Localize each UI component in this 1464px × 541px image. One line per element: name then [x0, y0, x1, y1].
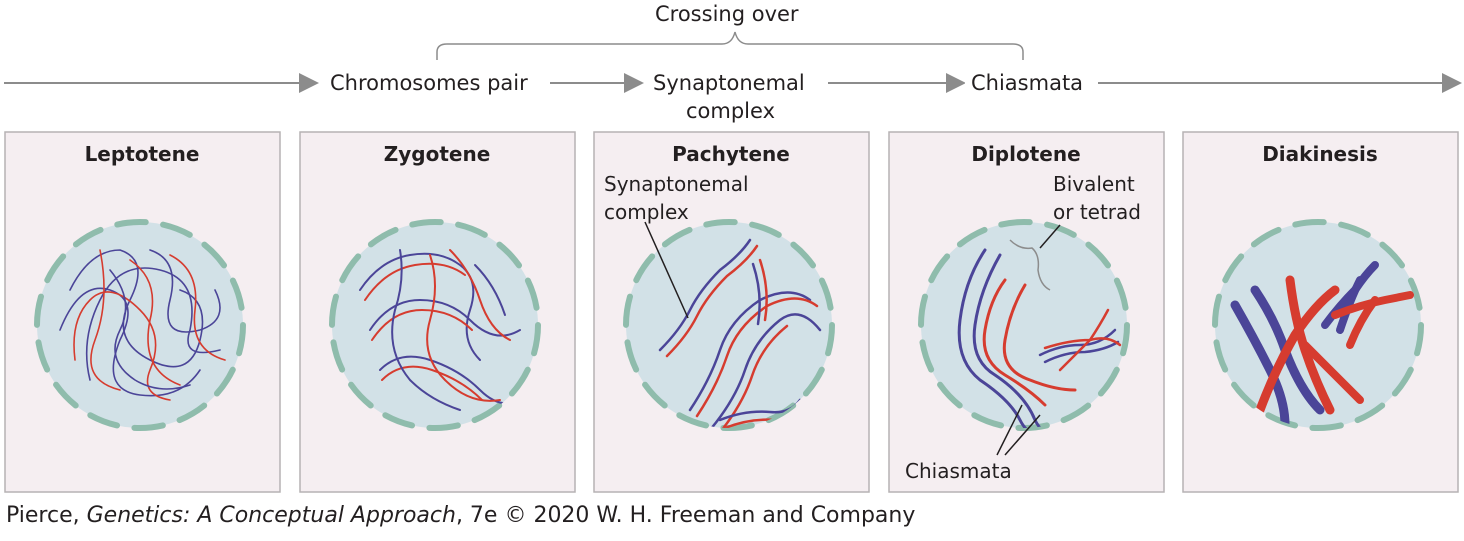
- label-synaptonemal-line1: Synaptonemal: [604, 172, 749, 196]
- bivalent-bracket: [1009, 239, 1051, 291]
- diakinesis-chromosomes: [1230, 261, 1414, 428]
- nuclear-envelope-leptotene: [34, 219, 246, 431]
- leptotene-chromosomes: [59, 249, 226, 401]
- step-synaptonemal-line1: Synaptonemal: [653, 71, 805, 95]
- credit-line: Pierce, Genetics: A Conceptual Approach,…: [6, 503, 915, 528]
- label-bivalent-line1: Bivalent: [1053, 172, 1135, 196]
- label-chiasmata: Chiasmata: [905, 459, 1012, 483]
- nucleus-pachytene: [626, 222, 832, 428]
- nucleus-zygotene: [332, 222, 538, 428]
- credit-book-title: Genetics: A Conceptual Approach: [86, 503, 456, 528]
- step-chromosomes-pair: Chromosomes pair: [324, 70, 534, 96]
- nuclear-envelope-zygotene: [329, 219, 541, 431]
- label-synaptonemal-line2: complex: [604, 200, 689, 224]
- bivalent-leader: [1039, 224, 1061, 249]
- title-diplotene: Diplotene: [971, 142, 1081, 166]
- chiasmata-leader-1: [996, 404, 1023, 456]
- credit-prefix: Pierce,: [6, 503, 87, 528]
- step-chiasmata: Chiasmata: [965, 70, 1090, 96]
- chiasmata-leader-2: [1004, 414, 1041, 456]
- nuclear-envelope-pachytene: [623, 219, 835, 431]
- synaptonemal-leader: [644, 221, 689, 319]
- credit-suffix: , 7e © 2020 W. H. Freeman and Company: [455, 503, 916, 528]
- label-bivalent-line2: or tetrad: [1053, 200, 1141, 224]
- pachytene-chromosomes: [658, 238, 822, 428]
- step-synaptonemal-line2: complex: [686, 99, 775, 123]
- title-diakinesis: Diakinesis: [1262, 142, 1378, 166]
- zygotene-chromosomes: [359, 249, 521, 411]
- leader-lines: [644, 221, 1061, 456]
- title-leptotene: Leptotene: [84, 142, 200, 166]
- diplotene-chromosomes: [957, 248, 1122, 428]
- title-pachytene: Pachytene: [672, 142, 790, 166]
- title-zygotene: Zygotene: [383, 142, 491, 166]
- crossing-over-label: Crossing over: [655, 2, 799, 26]
- nuclear-envelope-diakinesis: [1212, 219, 1424, 431]
- crossing-over-bracket: [436, 31, 1024, 60]
